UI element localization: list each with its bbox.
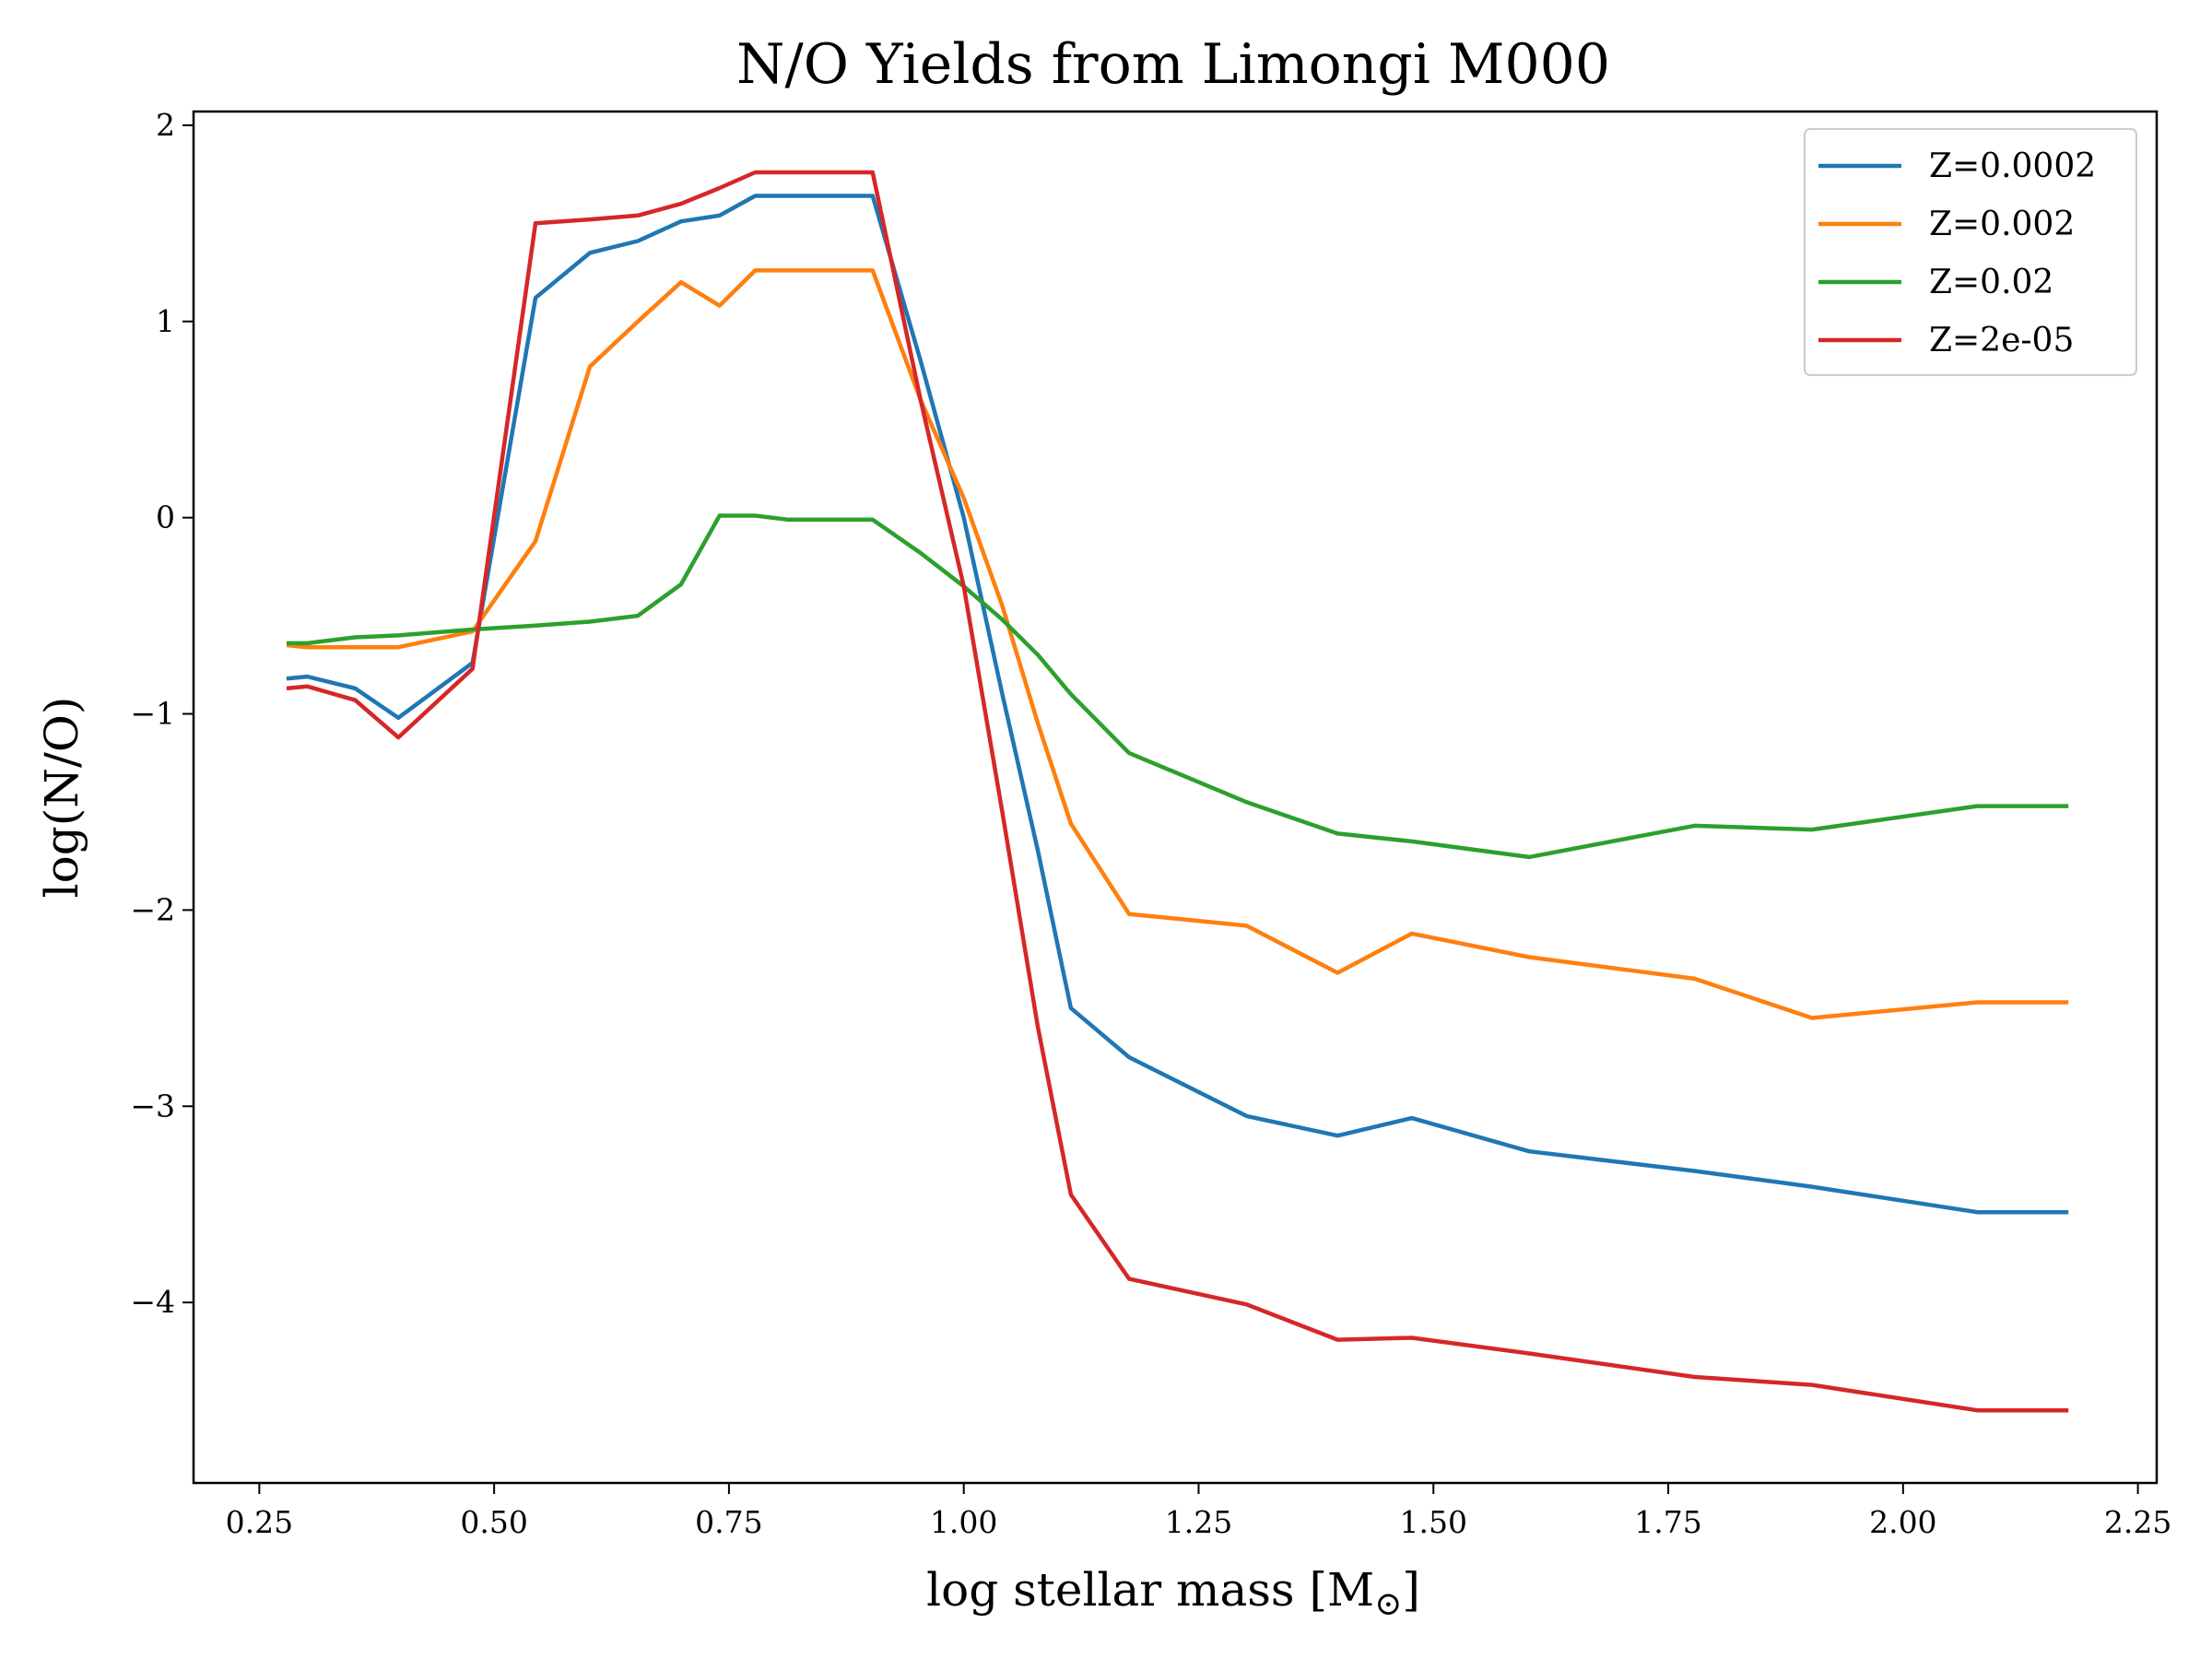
x-tick-label: 1.50 xyxy=(1400,1504,1467,1540)
legend: Z=0.0002 Z=0.002 Z=0.02 Z=2e-05 xyxy=(1804,128,2137,376)
series-line-1 xyxy=(286,194,2069,1215)
x-tick-label: 0.50 xyxy=(460,1504,527,1540)
y-tick-label: −3 xyxy=(130,1088,175,1124)
axes-frame xyxy=(192,110,2159,1485)
x-tick-label: 0.25 xyxy=(226,1504,293,1540)
y-axis-ticks: 2 1 0 −1 −2 −3 −4 xyxy=(130,107,194,1320)
series-line-4 xyxy=(286,170,2069,1413)
legend-label-2: Z=0.002 xyxy=(1929,206,2075,243)
x-axis-label-subscript: ⊙ xyxy=(1374,1585,1402,1623)
x-tick-label: 1.25 xyxy=(1165,1504,1232,1540)
y-tick-label: 2 xyxy=(156,107,175,143)
y-tick-label: −4 xyxy=(130,1284,175,1320)
series-layer xyxy=(286,170,2069,1413)
legend-entries: Z=0.0002 Z=0.002 Z=0.02 Z=2e-05 xyxy=(1818,147,2096,359)
legend-box xyxy=(1804,128,2137,376)
x-tick-label: 1.75 xyxy=(1634,1504,1701,1540)
legend-label-1: Z=0.0002 xyxy=(1929,147,2096,185)
x-axis-label: log stellar mass [M⊙] xyxy=(926,1563,1420,1623)
x-tick-label: 2.00 xyxy=(1869,1504,1936,1540)
legend-label-3: Z=0.02 xyxy=(1929,264,2053,301)
y-tick-label: −2 xyxy=(130,891,175,927)
plot-area xyxy=(286,170,2069,1413)
y-tick-label: −1 xyxy=(130,696,175,732)
series-line-3 xyxy=(286,513,2069,860)
y-tick-label: 1 xyxy=(156,303,175,339)
x-tick-label: 0.75 xyxy=(695,1504,762,1540)
y-tick-label: 0 xyxy=(156,500,175,535)
legend-label-4: Z=2e-05 xyxy=(1929,322,2074,359)
chart-title: N/O Yields from Limongi M000 xyxy=(736,32,1610,97)
x-axis-ticks: 0.25 0.50 0.75 1.00 1.25 1.50 1.75 2.00 2.25 xyxy=(226,1483,2171,1540)
x-tick-label: 1.00 xyxy=(930,1504,997,1540)
y-axis-label: log(N/O) xyxy=(35,697,88,899)
x-tick-label: 2.25 xyxy=(2104,1504,2171,1540)
